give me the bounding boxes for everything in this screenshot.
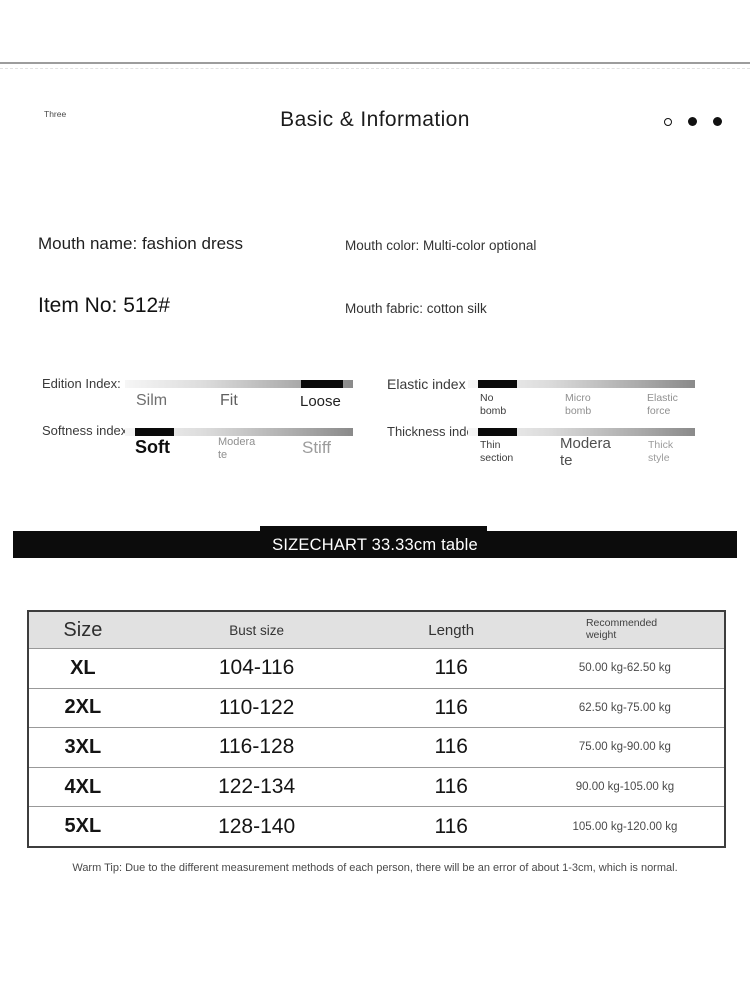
thickness-index-selected-segment (478, 428, 517, 436)
table-row: 5XL 128-140 116 105.00 kg-120.00 kg (29, 806, 724, 846)
cell-weight: 62.50 kg-75.00 kg (578, 701, 671, 714)
thickness-option-moderate: Moderate (560, 435, 611, 469)
cell-bust: 128-140 (218, 814, 296, 838)
table-row: 2XL 110-122 116 62.50 kg-75.00 kg (29, 687, 724, 728)
pagination-dot-filled (688, 117, 697, 126)
top-divider-dashed (0, 68, 750, 69)
column-header-weight: Recommended weight (585, 616, 658, 642)
softness-index-bar (125, 428, 353, 436)
elastic-index-selected-segment (478, 380, 517, 388)
cell-bust: 122-134 (218, 775, 296, 799)
elastic-option-no-bomb: No bomb (480, 392, 507, 417)
size-table-header-row: Size Bust size Length Recommended weight (29, 612, 724, 648)
thickness-index-label: Thickness index (387, 424, 481, 439)
cell-size: 4XL (64, 775, 102, 798)
softness-option-stiff: Stiff (302, 438, 331, 457)
cell-length: 116 (434, 695, 468, 719)
softness-option-soft: Soft (135, 437, 170, 457)
product-name: Mouth name: fashion dress (38, 234, 244, 253)
size-table: Size Bust size Length Recommended weight… (27, 610, 726, 848)
elastic-option-micro-bomb: Micro bomb (565, 392, 592, 417)
pagination-dots (664, 117, 722, 126)
softness-option-moderate: Moderate (218, 436, 256, 461)
edition-index-bar (125, 380, 353, 388)
table-row: 4XL 122-134 116 90.00 kg-105.00 kg (29, 766, 724, 807)
top-divider (0, 62, 750, 64)
edition-option-loose: Loose (300, 393, 341, 410)
cell-bust: 110-122 (218, 695, 295, 719)
sizechart-banner-tab (260, 526, 487, 534)
cell-length: 116 (434, 735, 468, 759)
pagination-dot-outline (664, 117, 672, 126)
warm-tip: Warm Tip: Due to the different measureme… (72, 862, 678, 874)
cell-weight: 75.00 kg-90.00 kg (578, 741, 671, 754)
column-header-length: Length (428, 621, 475, 639)
product-color: Mouth color: Multi-color optional (345, 238, 537, 253)
cell-size: 5XL (64, 815, 102, 838)
edition-index-label: Edition Index: (42, 376, 121, 391)
item-number: Item No: 512# (38, 294, 170, 317)
pagination-dot-filled (713, 117, 722, 126)
elastic-option-elastic-force: Elastic force (647, 392, 678, 417)
cell-weight: 90.00 kg-105.00 kg (575, 781, 675, 794)
sizechart-banner: SIZECHART 33.33cm table (13, 531, 737, 558)
column-header-bust: Bust size (229, 622, 284, 638)
cell-length: 116 (434, 656, 468, 680)
table-row: XL 104-116 116 50.00 kg-62.50 kg (29, 648, 724, 688)
softness-index-label: Softness index (42, 423, 128, 438)
thickness-index-bar (468, 428, 695, 436)
page-title: Basic & Information (280, 108, 470, 131)
softness-index-selected-segment (135, 428, 174, 436)
cell-bust: 104-116 (218, 656, 295, 680)
cell-bust: 116-128 (218, 735, 295, 759)
cell-size: XL (70, 656, 96, 679)
page-label: Three (44, 109, 67, 119)
cell-weight: 50.00 kg-62.50 kg (578, 662, 671, 675)
edition-option-fit: Fit (220, 392, 238, 409)
cell-size: 2XL (64, 696, 102, 719)
cell-weight: 105.00 kg-120.00 kg (572, 820, 678, 833)
cell-length: 116 (434, 814, 468, 838)
thickness-option-thick-style: Thick style (648, 439, 674, 464)
thickness-option-thin-section: Thin section (480, 439, 514, 464)
edition-option-silm: Silm (136, 392, 168, 409)
elastic-index-bar (468, 380, 695, 388)
cell-size: 3XL (64, 735, 102, 758)
column-header-size: Size (63, 618, 103, 641)
cell-length: 116 (434, 775, 468, 799)
product-fabric: Mouth fabric: cotton silk (345, 301, 487, 316)
table-row: 3XL 116-128 116 75.00 kg-90.00 kg (29, 727, 724, 767)
elastic-index-label: Elastic index (387, 376, 466, 392)
edition-index-selected-segment (300, 380, 343, 388)
